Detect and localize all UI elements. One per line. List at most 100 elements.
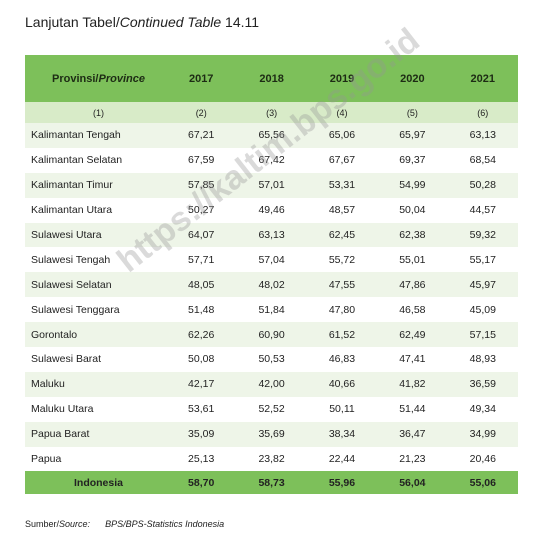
- province-cell: Sulawesi Barat: [31, 353, 102, 366]
- province-cell: Gorontalo: [25, 322, 166, 348]
- value-cell: 38,34: [306, 421, 378, 447]
- value-cell: 48,57: [328, 204, 356, 217]
- column-number: (2): [166, 102, 237, 123]
- value-cell: 36,59: [447, 371, 518, 397]
- value-cell: 50,08: [188, 353, 215, 366]
- value-cell: 55,72: [328, 253, 356, 266]
- value-cell: 53,61: [188, 403, 215, 416]
- header-cell: Provinsi/Province: [25, 55, 166, 102]
- value-cell: 55,17: [469, 253, 496, 266]
- value-cell: 51,44: [399, 403, 426, 416]
- data-row: Maluku 42,17 42,00 40,66 41,82 36,59: [25, 371, 518, 397]
- data-row: Papua Barat 35,09 35,69 38,34 36,47 34,99: [25, 421, 518, 447]
- value-cell: 55,01: [399, 253, 426, 266]
- total-value: 55,96: [306, 471, 378, 495]
- province-cell: Kalimantan Timur: [25, 172, 166, 198]
- value-cell: 42,00: [236, 371, 307, 397]
- value-cell: 62,45: [306, 222, 378, 248]
- value-cell: 47,80: [328, 303, 356, 316]
- value-cell: 50,27: [188, 204, 215, 217]
- province-cell: Maluku Utara: [31, 403, 94, 416]
- value-cell: 21,23: [399, 453, 426, 466]
- data-row: Kalimantan Utara 50,27 49,46 48,57 50,04 44,5…: [25, 198, 518, 223]
- province-cell: Kalimantan Tengah: [25, 123, 166, 148]
- data-row: Kalimantan Timur 57,85 57,01 53,31 54,99 50,2…: [25, 172, 518, 198]
- value-cell: 42,17: [166, 371, 237, 397]
- value-cell: 57,04: [258, 253, 285, 266]
- data-row: Sulawesi Utara 64,07 63,13 62,45 62,38 59,32: [25, 222, 518, 248]
- value-cell: 46,58: [399, 303, 426, 316]
- title-suffix: 14.11: [221, 14, 260, 30]
- value-cell: 68,54: [469, 154, 496, 167]
- value-cell: 62,49: [377, 322, 448, 348]
- value-cell: 63,13: [236, 222, 307, 248]
- data-row: Sulawesi Barat 50,08 50,53 46,83 47,41 48,93: [25, 347, 518, 372]
- data-row: Kalimantan Selatan 67,59 67,42 67,67 69,37 68…: [25, 148, 518, 173]
- value-cell: 50,04: [399, 204, 426, 217]
- province-label: Provinsi/: [52, 72, 99, 85]
- value-cell: 47,41: [399, 353, 426, 366]
- data-row: Gorontalo 62,26 60,90 61,52 62,49 57,15: [25, 322, 518, 348]
- value-cell: 34,99: [447, 421, 518, 447]
- value-cell: 65,97: [377, 123, 448, 148]
- value-cell: 65,56: [236, 123, 307, 148]
- value-cell: 20,46: [469, 453, 496, 466]
- data-row: Papua 25,13 23,82 22,44 21,23 20,46: [25, 447, 518, 472]
- source-text: BPS/BPS-Statistics Indonesia: [105, 519, 225, 529]
- column-number: (1): [25, 102, 166, 123]
- value-cell: 67,59: [188, 154, 215, 167]
- data-row: Maluku Utara 53,61 52,52 50,11 51,44 49,34: [25, 397, 518, 422]
- value-cell: 48,05: [166, 272, 237, 298]
- data-row: Sulawesi Tenggara 51,48 51,84 47,80 46,58 45,…: [25, 297, 518, 322]
- value-cell: 53,31: [306, 172, 378, 198]
- value-cell: 23,82: [258, 453, 285, 466]
- value-cell: 40,66: [306, 371, 378, 397]
- value-cell: 60,90: [236, 322, 307, 348]
- value-cell: 62,38: [377, 222, 448, 248]
- value-cell: 47,55: [306, 272, 378, 298]
- value-cell: 22,44: [328, 453, 356, 466]
- value-cell: 49,46: [258, 204, 285, 217]
- value-cell: 51,48: [188, 303, 215, 316]
- value-cell: 49,34: [469, 403, 496, 416]
- province-cell: Sulawesi Utara: [25, 222, 166, 248]
- value-cell: 51,84: [258, 303, 285, 316]
- source-label: Sumber/: [25, 519, 60, 529]
- value-cell: 41,82: [377, 371, 448, 397]
- province-label-italic: Province: [98, 72, 145, 85]
- data-row: Sulawesi Selatan 48,05 48,02 47,55 47,86 45,9…: [25, 272, 518, 298]
- total-label: Indonesia: [25, 471, 166, 495]
- value-cell: 48,02: [236, 272, 307, 298]
- value-cell: 57,15: [447, 322, 518, 348]
- column-number: (4): [306, 102, 378, 123]
- title-prefix: Lanjutan Tabel/: [25, 14, 120, 30]
- value-cell: 48,93: [469, 353, 496, 366]
- province-cell: Sulawesi Selatan: [25, 272, 166, 298]
- header-row: Provinsi/Province 2017 2018 2019 2020 2021: [25, 55, 518, 102]
- year-header: 2018: [236, 55, 307, 102]
- value-cell: 50,28: [447, 172, 518, 198]
- value-cell: 67,42: [258, 154, 285, 167]
- value-cell: 59,32: [447, 222, 518, 248]
- year-header: 2017: [166, 55, 237, 102]
- column-number: (5): [377, 102, 448, 123]
- column-number-row: (1) (2) (3) (4) (5) (6): [25, 102, 518, 123]
- value-cell: 62,26: [166, 322, 237, 348]
- year-header: 2019: [306, 55, 378, 102]
- value-cell: 57,85: [166, 172, 237, 198]
- value-cell: 46,83: [328, 353, 356, 366]
- value-cell: 47,86: [377, 272, 448, 298]
- value-cell: 67,21: [166, 123, 237, 148]
- province-cell: Kalimantan Utara: [31, 204, 113, 217]
- province-cell: Sulawesi Tengah: [31, 253, 111, 266]
- value-cell: 65,06: [306, 123, 378, 148]
- value-cell: 64,07: [166, 222, 237, 248]
- province-cell: Papua: [31, 453, 62, 466]
- value-cell: 35,09: [166, 421, 237, 447]
- value-cell: 57,71: [188, 253, 215, 266]
- total-value: 58,70: [166, 471, 237, 495]
- column-number: (3): [236, 102, 307, 123]
- value-cell: 36,47: [377, 421, 448, 447]
- value-cell: 61,52: [306, 322, 378, 348]
